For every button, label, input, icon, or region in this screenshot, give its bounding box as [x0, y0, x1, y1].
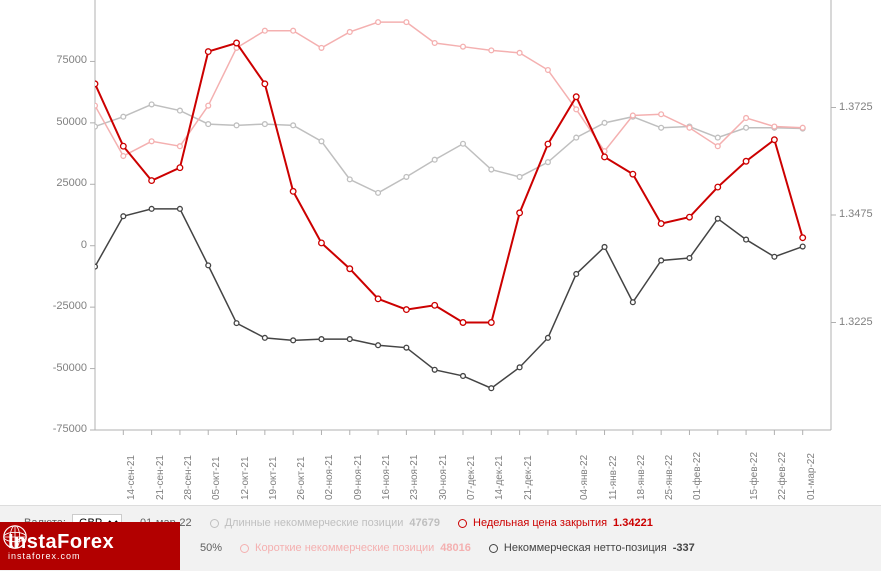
legend-short-nc-label: Короткие некоммерческие позиции — [255, 542, 434, 554]
legend-short-nc-value: 48016 — [440, 542, 471, 554]
yaxis-left-tick-label: -75000 — [53, 423, 87, 435]
chart-area: 14-сен-21 21-сен-21 28-сен-21 05-окт-21 12-о… — [0, 0, 881, 505]
legend-short-nc: Короткие некоммерческие позиции 48016 — [240, 542, 471, 554]
yaxis-left-tick-label: -25000 — [53, 300, 87, 312]
logo-tagline: instaforex.com — [8, 552, 114, 561]
yaxis-right-tick-label: 1.3225 — [839, 316, 873, 328]
marker-icon — [489, 544, 498, 553]
legend-close-label: Недельная цена закрытия — [473, 517, 607, 529]
xaxis-tick-label: 15-фев-22 — [749, 452, 760, 500]
marker-icon — [210, 519, 219, 528]
legend-net-nc: Некоммерческая нетто-позиция -337 — [489, 542, 695, 554]
xaxis-tick-label: 02-ноя-21 — [324, 455, 335, 500]
xaxis-tick-label: 14-дек-21 — [494, 455, 505, 500]
marker-icon — [240, 544, 249, 553]
yaxis-right-tick-label: 1.3725 — [839, 101, 873, 113]
percent-label: 50% — [200, 542, 222, 554]
xaxis-tick-label: 23-ноя-21 — [409, 455, 420, 500]
instaforex-logo: InstaForex instaforex.com — [0, 522, 180, 570]
xaxis-tick-label: 22-фев-22 — [777, 452, 788, 500]
xaxis-tick-label: 01-фев-22 — [692, 452, 703, 500]
legend-net-nc-label: Некоммерческая нетто-позиция — [504, 542, 667, 554]
legend-net-nc-value: -337 — [673, 542, 695, 554]
xaxis-tick-label: 05-окт-21 — [211, 456, 222, 500]
yaxis-left-tick-label: 75000 — [56, 54, 87, 66]
xaxis-tick-label: 12-окт-21 — [240, 456, 251, 500]
xaxis-tick-label: 14-сен-21 — [126, 455, 137, 500]
xaxis-tick-label: 26-окт-21 — [296, 456, 307, 500]
xaxis-tick-label: 09-ноя-21 — [353, 455, 364, 500]
xaxis-tick-label: 01-мар-22 — [806, 453, 817, 500]
xaxis-tick-label: 19-окт-21 — [268, 456, 279, 500]
xaxis-tick-label: 07-дек-21 — [466, 455, 477, 500]
globe-icon — [0, 522, 30, 552]
xaxis-tick-label: 30-ноя-21 — [438, 455, 449, 500]
xaxis-tick-label: 16-ноя-21 — [381, 455, 392, 500]
legend-long-nc-value: 47679 — [409, 517, 440, 529]
yaxis-right-tick-label: 1.3475 — [839, 208, 873, 220]
legend-close-value: 1.34221 — [613, 517, 653, 529]
chart-svg — [0, 0, 881, 505]
legend-close: Недельная цена закрытия 1.34221 — [458, 517, 653, 529]
xaxis-tick-label: 04-янв-22 — [579, 455, 590, 500]
xaxis-tick-label: 11-янв-22 — [608, 456, 619, 500]
percent-cell: 50% — [200, 542, 222, 554]
xaxis-tick-label: 18-янв-22 — [636, 455, 647, 500]
xaxis-tick-label: 25-янв-22 — [664, 455, 675, 500]
yaxis-left-tick-label: -50000 — [53, 362, 87, 374]
yaxis-left-tick-label: 50000 — [56, 116, 87, 128]
yaxis-left-tick-label: 25000 — [56, 177, 87, 189]
marker-icon — [458, 519, 467, 528]
xaxis-tick-label: 21-дек-21 — [523, 455, 534, 500]
legend-long-nc: Длинные некоммерческие позиции 47679 — [210, 517, 440, 529]
xaxis-tick-label: 21-сен-21 — [155, 455, 166, 500]
yaxis-left-tick-label: 0 — [81, 239, 87, 251]
xaxis-tick-label: 28-сен-21 — [183, 455, 194, 500]
legend-long-nc-label: Длинные некоммерческие позиции — [225, 517, 404, 529]
